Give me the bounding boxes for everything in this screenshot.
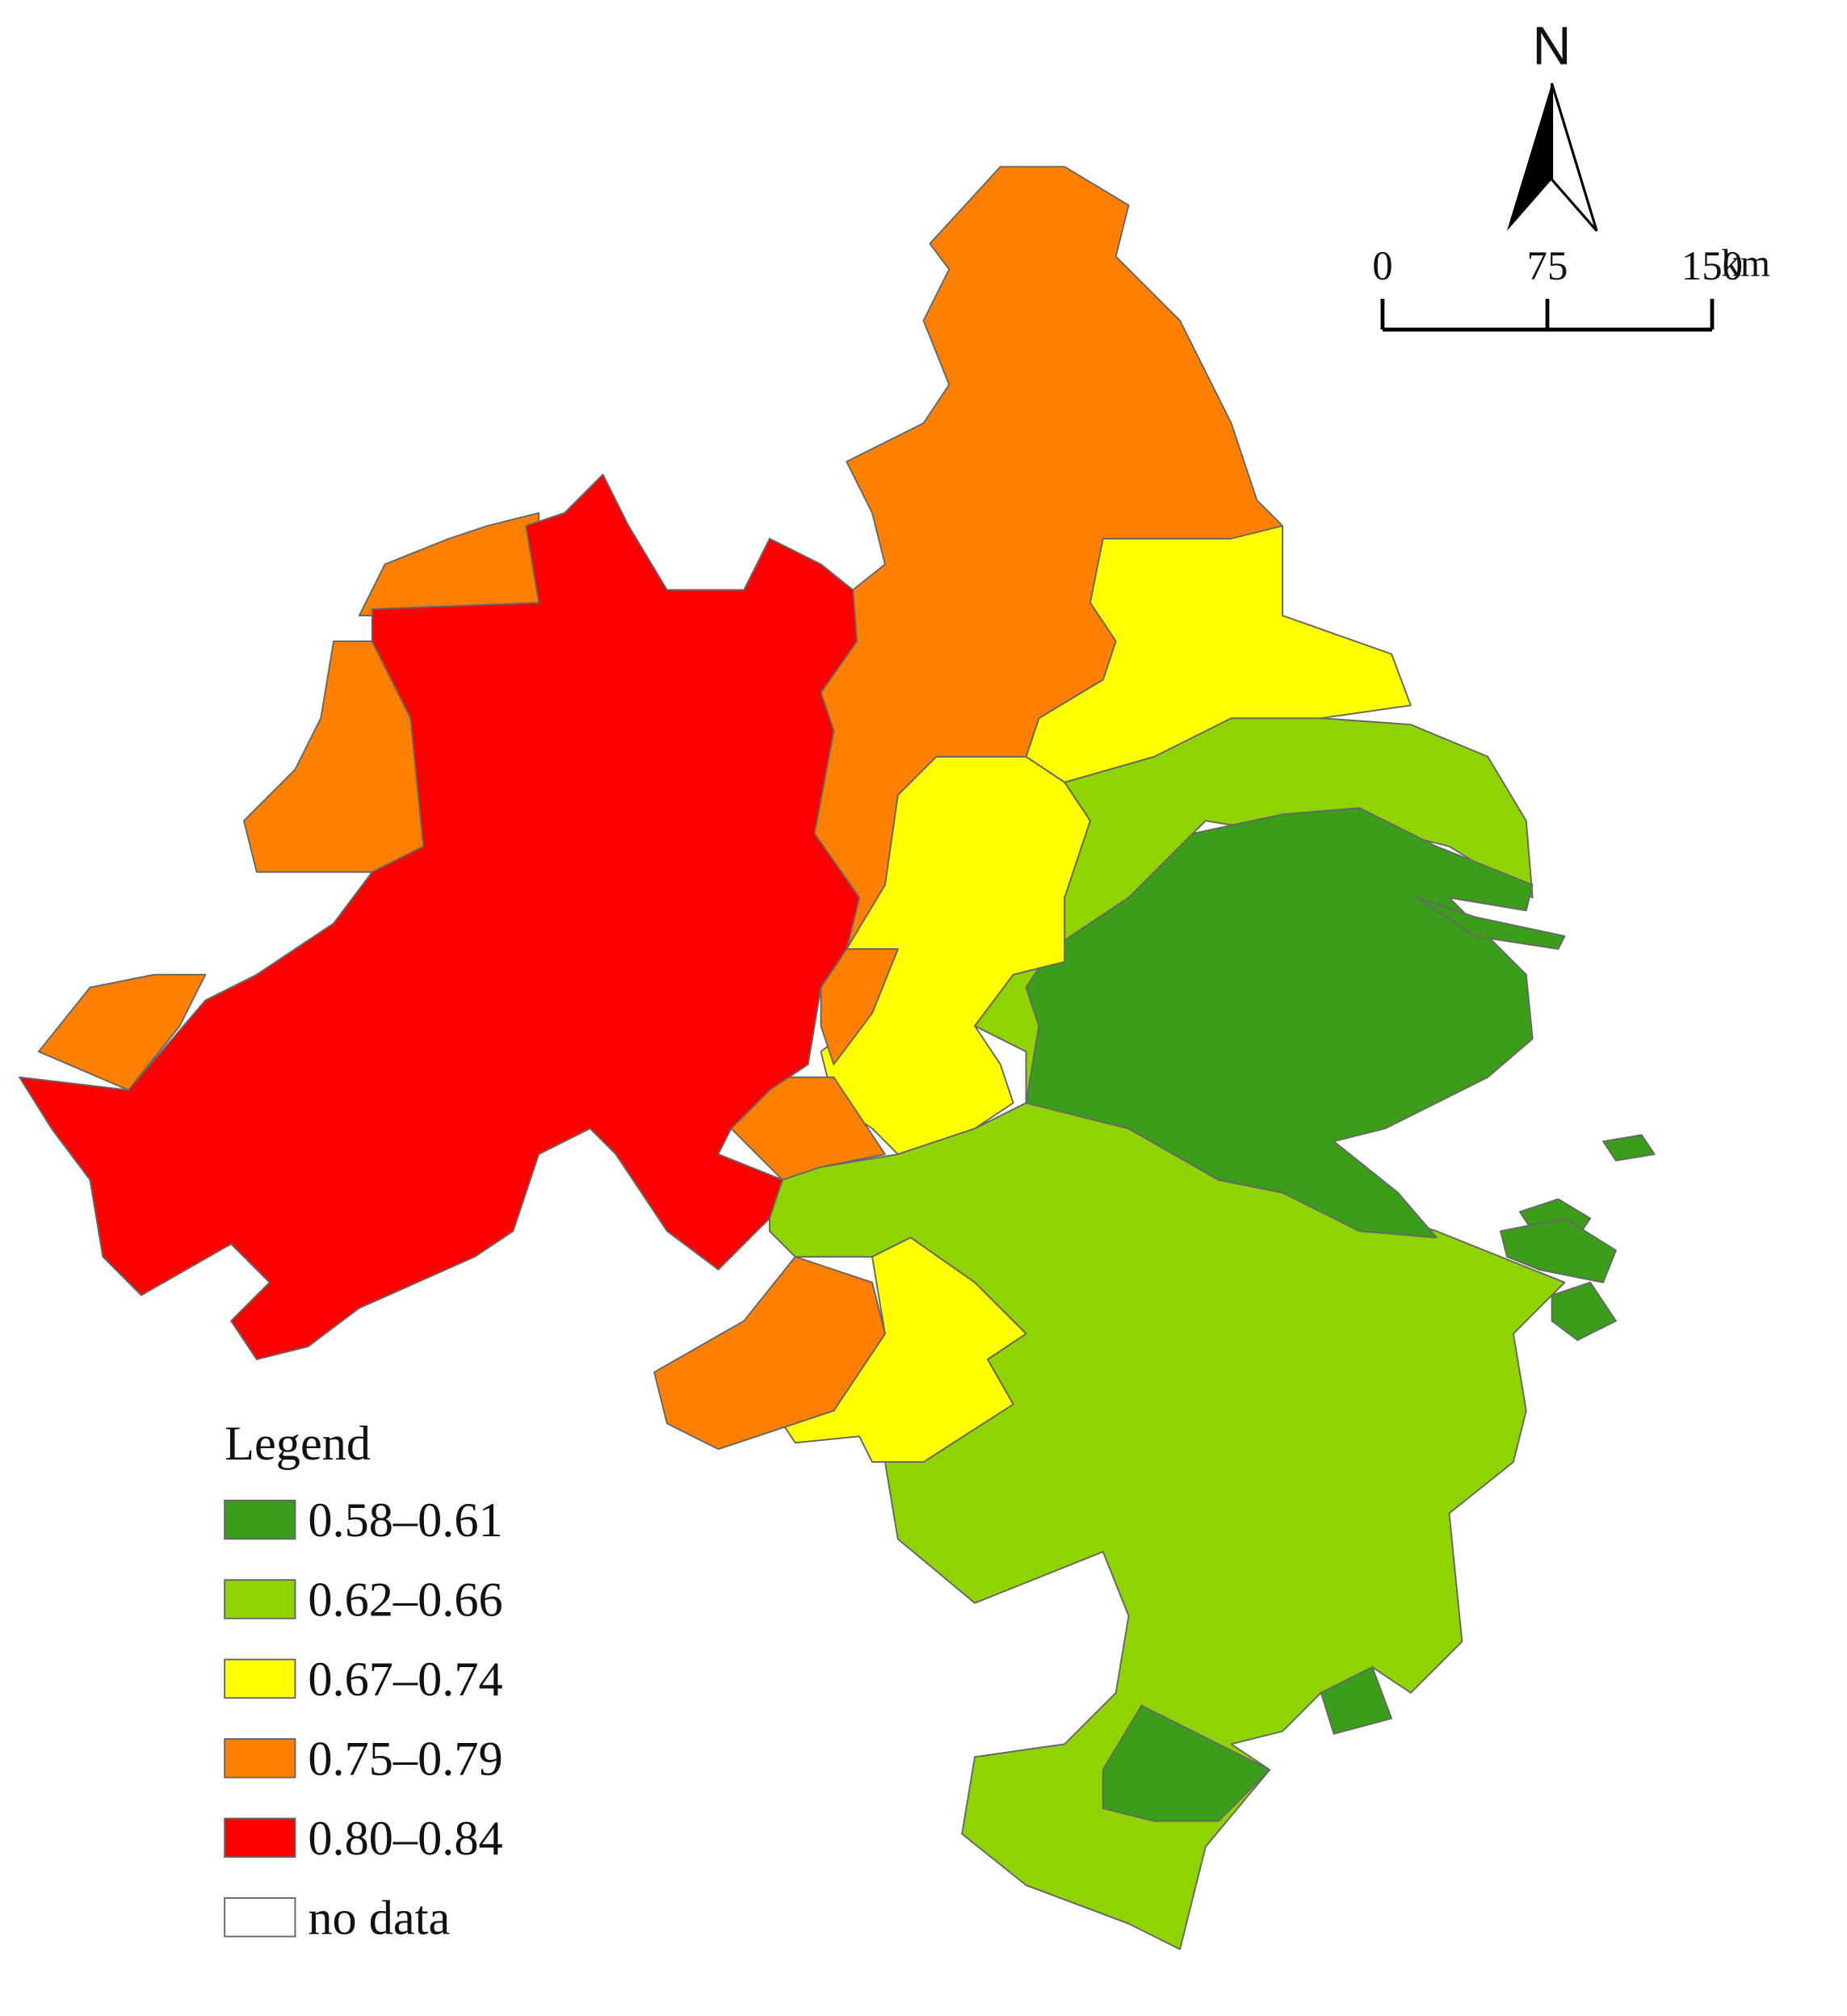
- region: [653, 1256, 886, 1451]
- scale-label: 75: [1527, 243, 1568, 288]
- region: [1500, 1217, 1617, 1283]
- region: [1320, 1666, 1392, 1735]
- scale-label: 0: [1372, 243, 1392, 288]
- legend-title: Legend: [225, 1417, 371, 1471]
- legend-label: 0.75–0.79: [308, 1732, 502, 1786]
- legend-swatch: [224, 1579, 296, 1619]
- legend-label: no data: [308, 1891, 450, 1945]
- region: [358, 512, 540, 617]
- regions: [19, 166, 1656, 1951]
- region: [1102, 1704, 1271, 1822]
- region: [1416, 897, 1566, 950]
- scale-label: 150: [1681, 243, 1743, 288]
- region: [1551, 1281, 1617, 1342]
- region: [813, 166, 1284, 950]
- legend-swatch: [224, 1499, 296, 1540]
- north-arrow: [1506, 83, 1552, 231]
- legend: 0.58–0.61 0.62–0.66 0.67–0.74 0.75–0.79 0.80…: [224, 1493, 503, 1945]
- scale-unit: km: [1721, 242, 1770, 284]
- region: [1602, 1134, 1656, 1161]
- legend-swatch: [224, 1738, 296, 1779]
- legend-label: 0.67–0.74: [308, 1653, 502, 1707]
- north-label: N: [1532, 16, 1571, 76]
- legend-label: 0.58–0.61: [308, 1493, 502, 1548]
- legend-label: 0.80–0.84: [308, 1812, 502, 1866]
- scale-bar: [1380, 298, 1715, 332]
- legend-swatch: [224, 1658, 296, 1699]
- region: [19, 473, 861, 1361]
- north-arrow: [1550, 82, 1598, 232]
- legend-swatch: [224, 1817, 296, 1858]
- legend-label: 0.62–0.66: [308, 1573, 502, 1628]
- legend-swatch: [224, 1896, 296, 1938]
- region: [1025, 807, 1534, 1239]
